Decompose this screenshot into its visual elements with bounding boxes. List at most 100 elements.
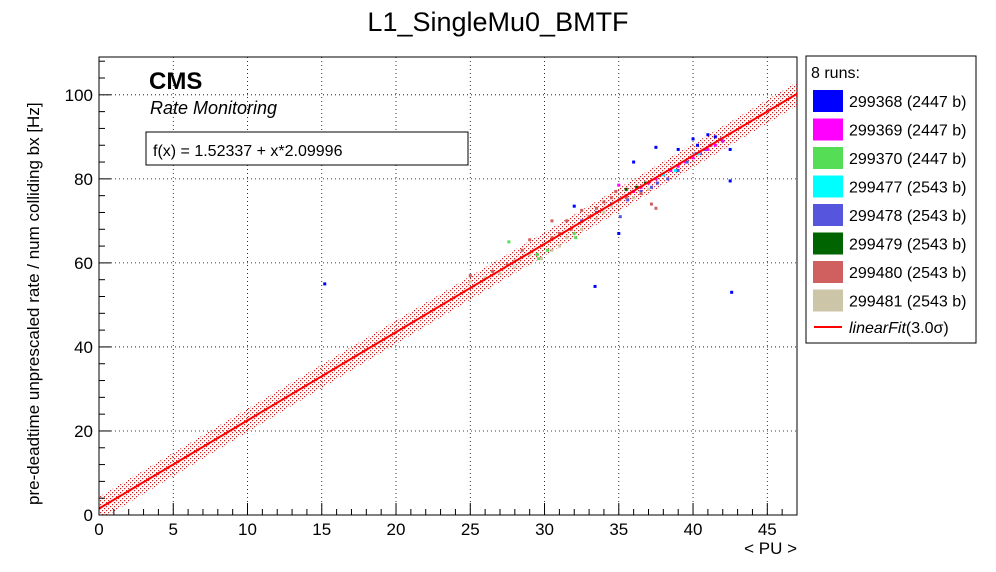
legend-swatch <box>813 175 843 198</box>
cms-label: CMS <box>149 68 202 95</box>
data-point <box>537 257 541 261</box>
data-point <box>639 192 643 196</box>
legend-header: 8 runs: <box>811 65 860 82</box>
data-point <box>654 206 658 210</box>
data-point <box>713 143 717 147</box>
data-point <box>572 204 576 208</box>
legend: 8 runs: 299368 (2447 b) 299369 (2447 b) 29… <box>805 55 977 344</box>
data-point <box>635 185 639 189</box>
fit-line <box>99 93 797 510</box>
data-point <box>713 135 717 139</box>
x-tick-label: 30 <box>535 520 554 539</box>
fit-uncertainty-band <box>99 82 797 515</box>
y-tick-label: 20 <box>74 422 93 441</box>
data-point <box>661 173 665 177</box>
data-point <box>483 276 487 280</box>
y-tick-label: 0 <box>84 506 93 525</box>
x-tick-label: 35 <box>609 520 628 539</box>
data-point <box>557 231 561 235</box>
cms-sublabel: Rate Monitoring <box>150 98 277 118</box>
data-point <box>546 248 550 252</box>
data-point <box>557 244 561 248</box>
data-point <box>528 252 532 256</box>
x-tick-label: 20 <box>387 520 406 539</box>
legend-swatch <box>813 261 843 283</box>
data-point <box>676 147 680 151</box>
data-point <box>550 236 554 240</box>
data-point <box>666 177 670 181</box>
x-axis-label: < PU > <box>744 539 797 558</box>
legend-swatch <box>813 289 843 312</box>
data-point <box>617 231 621 235</box>
data-point <box>691 137 695 141</box>
data-point <box>595 206 599 210</box>
data-point <box>540 257 544 261</box>
data-point <box>624 196 628 200</box>
data-point <box>468 280 472 284</box>
legend-swatch <box>813 118 843 141</box>
data-point <box>572 231 576 235</box>
data-point <box>697 152 701 156</box>
data-point <box>565 236 569 240</box>
legend-entry-label: 299478 (2543 b) <box>849 208 966 225</box>
y-tick-label: 100 <box>65 86 93 105</box>
data-point <box>602 210 606 214</box>
legend-fit-suffix: (3.0σ) <box>906 320 949 337</box>
legend-swatch <box>813 90 843 112</box>
data-point <box>491 269 495 273</box>
y-tick-label: 80 <box>74 170 93 189</box>
legend-swatch <box>813 147 843 169</box>
data-point <box>695 143 699 147</box>
legend-swatch <box>813 232 843 255</box>
legend-entry-label: 299370 (2447 b) <box>849 151 966 168</box>
x-tick-label: 10 <box>238 520 257 539</box>
data-point <box>468 273 472 277</box>
x-tick-label: 45 <box>758 520 777 539</box>
data-point <box>624 187 628 191</box>
legend-entry-label: 299481 (2543 b) <box>849 294 966 311</box>
x-tick-label: 0 <box>94 520 103 539</box>
x-tick-label: 40 <box>684 520 703 539</box>
legend-swatch <box>813 204 843 226</box>
data-point <box>602 200 606 204</box>
data-point <box>730 290 734 294</box>
x-tick-label: 15 <box>312 520 331 539</box>
data-point <box>721 139 725 143</box>
data-point <box>649 185 653 189</box>
fit-formula-box <box>145 131 469 166</box>
chart-title: L1_SingleMu0_BMTF <box>367 7 628 37</box>
x-tick-label: 25 <box>461 520 480 539</box>
data-point <box>535 252 539 256</box>
legend-entry-label: 299480 (2543 b) <box>849 265 966 282</box>
data-point <box>569 227 573 231</box>
data-point <box>685 160 689 164</box>
data-point <box>646 187 650 191</box>
data-point <box>632 196 636 200</box>
legend-entry-label: 299479 (2543 b) <box>849 237 966 254</box>
data-point <box>550 248 554 252</box>
data-point <box>593 284 597 288</box>
data-point <box>617 183 621 187</box>
legend-entry-label: 299477 (2543 b) <box>849 180 966 197</box>
legend-entry-label: 299369 (2447 b) <box>849 123 966 140</box>
legend-fit-entry: linearFit(3.0σ) <box>849 320 949 337</box>
legend-fit-label: linearFit <box>849 320 906 337</box>
data-point <box>513 265 517 269</box>
data-point <box>655 181 659 185</box>
data-point <box>632 160 636 164</box>
data-point <box>706 133 710 137</box>
data-point <box>669 168 673 172</box>
data-point <box>580 227 584 231</box>
data-point <box>550 219 554 223</box>
data-point <box>654 145 658 149</box>
data-point <box>626 198 630 202</box>
data-point <box>595 217 599 221</box>
data-point <box>528 238 532 242</box>
data-point <box>639 189 643 193</box>
data-point <box>676 164 680 168</box>
data-point <box>728 179 732 183</box>
data-point <box>580 208 584 212</box>
legend-entry-label: 299368 (2447 b) <box>849 94 966 111</box>
data-point <box>614 189 618 193</box>
fit-formula: f(x) = 1.52337 + x*2.09996 <box>153 143 343 160</box>
